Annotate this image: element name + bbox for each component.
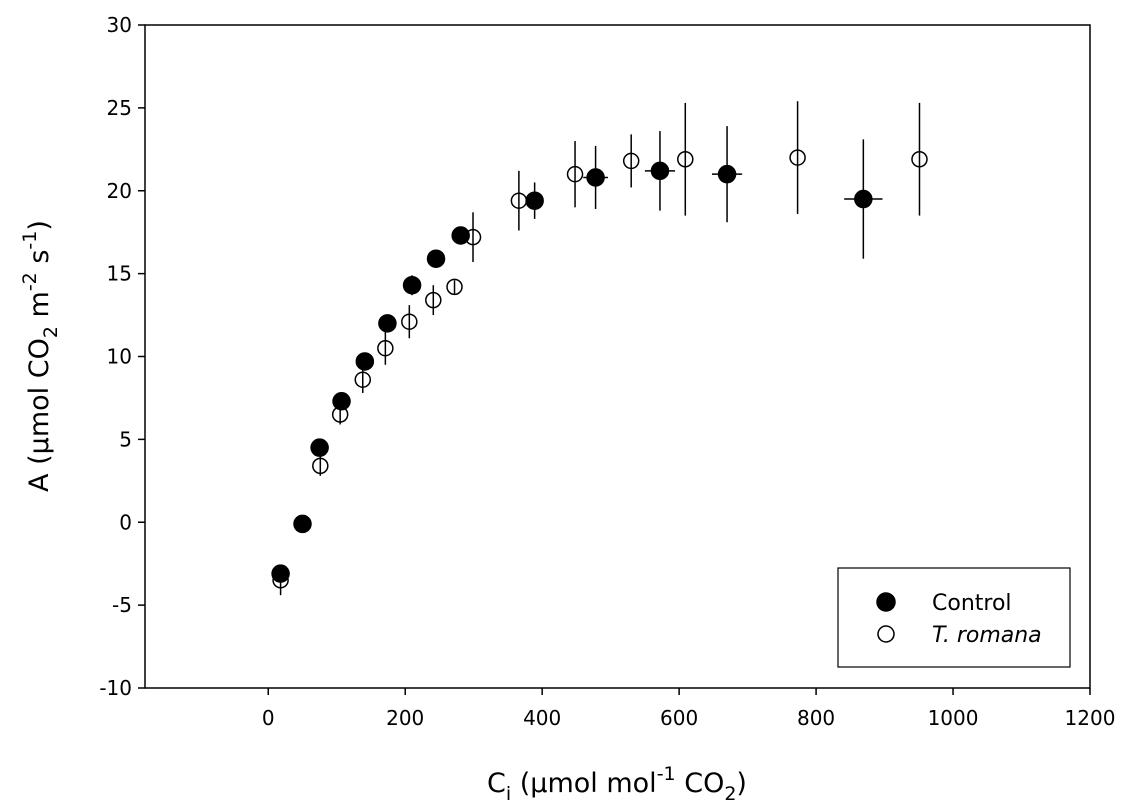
point-t-romana bbox=[789, 149, 806, 166]
point-t-romana bbox=[911, 151, 928, 168]
x-tick-label: 200 bbox=[386, 706, 424, 730]
legend-label-t-romana: T. romana bbox=[932, 623, 1042, 648]
point-t-romana bbox=[377, 339, 394, 357]
legend-label-control: Control bbox=[932, 591, 1012, 616]
y-tick-label: 10 bbox=[107, 345, 132, 369]
legend-box bbox=[837, 567, 1071, 668]
point-control bbox=[525, 191, 544, 210]
legend: Control T. romana bbox=[837, 567, 1071, 668]
y-tick-label: 5 bbox=[119, 427, 132, 451]
y-tick-label: 0 bbox=[119, 510, 132, 534]
y-tick-label: 30 bbox=[107, 13, 132, 37]
x-tick-label: 0 bbox=[262, 706, 275, 730]
y-tick-label: -10 bbox=[99, 676, 132, 700]
point-control bbox=[402, 275, 422, 295]
x-tick-label: 400 bbox=[523, 706, 561, 730]
x-tick-label: 800 bbox=[797, 706, 835, 730]
x-axis-title: Ci (µmol mol-1 CO2) bbox=[487, 763, 747, 805]
x-tick-label: 600 bbox=[660, 706, 698, 730]
point-control bbox=[378, 314, 397, 333]
point-control bbox=[310, 438, 329, 457]
point-control bbox=[650, 161, 670, 181]
point-control bbox=[355, 352, 375, 371]
point-control bbox=[451, 226, 470, 245]
y-tick-label: -5 bbox=[112, 593, 132, 617]
point-control bbox=[586, 168, 605, 187]
point-control bbox=[854, 189, 873, 209]
y-tick-label: 15 bbox=[107, 262, 132, 286]
point-control bbox=[426, 249, 446, 268]
y-tick-label: 25 bbox=[107, 96, 132, 120]
data-points bbox=[271, 149, 928, 589]
point-t-romana bbox=[446, 278, 463, 296]
point-t-romana bbox=[566, 165, 584, 183]
x-tick-label: 1000 bbox=[928, 706, 979, 730]
point-t-romana bbox=[622, 152, 640, 170]
point-t-romana bbox=[312, 457, 329, 475]
legend-marker-control bbox=[876, 592, 896, 612]
point-control bbox=[293, 514, 312, 534]
point-t-romana bbox=[401, 313, 418, 330]
y-axis-title: A (µmol CO2 m-2 s-1) bbox=[19, 220, 62, 492]
y-axis-ticks: -10 -5 0 5 10 15 20 25 30 bbox=[99, 13, 145, 700]
y-tick-label: 20 bbox=[107, 179, 132, 203]
point-t-romana bbox=[677, 151, 694, 168]
x-tick-label: 1200 bbox=[1065, 706, 1116, 730]
point-control bbox=[717, 164, 737, 184]
point-t-romana bbox=[425, 291, 442, 309]
legend-marker-t-romana bbox=[877, 625, 895, 643]
point-control bbox=[332, 392, 351, 411]
point-t-romana bbox=[354, 371, 372, 388]
x-axis-ticks: 0 200 400 600 800 1000 1200 bbox=[262, 688, 1116, 730]
point-control bbox=[271, 564, 290, 583]
